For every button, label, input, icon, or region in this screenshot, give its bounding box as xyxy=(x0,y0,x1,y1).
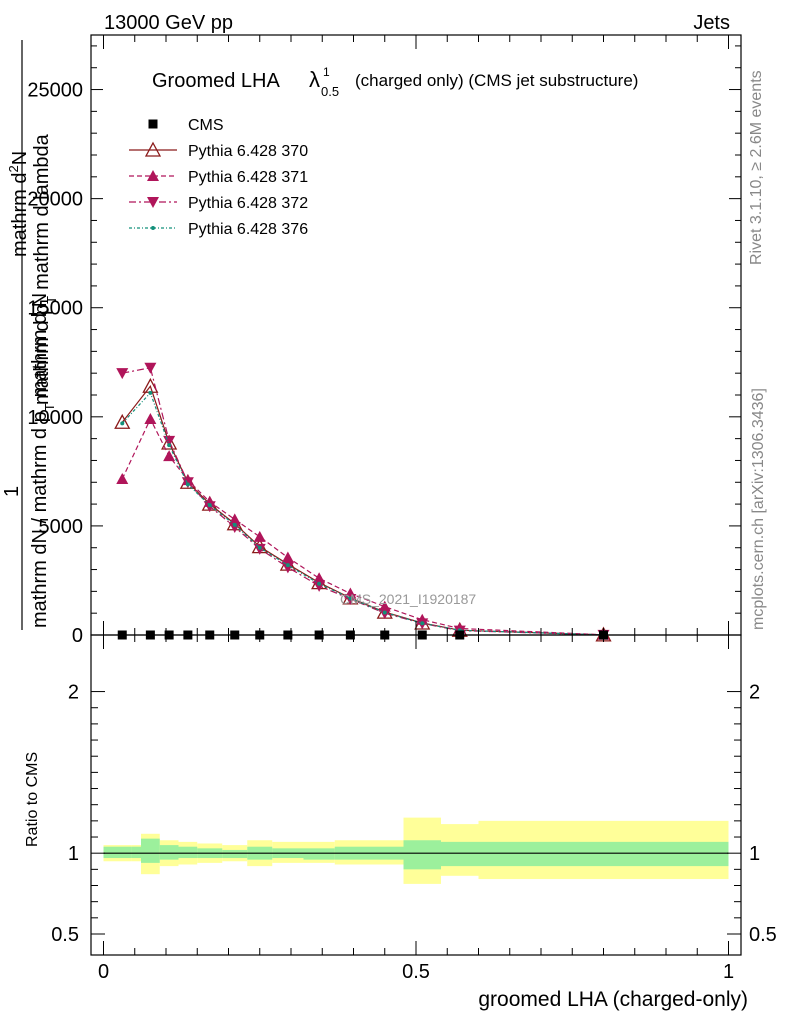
stat-band-bin xyxy=(178,846,198,859)
series-point-4 xyxy=(348,596,353,601)
series-point-4 xyxy=(257,545,262,550)
stat-band-bin xyxy=(303,848,335,860)
ratio-ytick-label: 1 xyxy=(68,843,79,865)
main-ytick-label: 0 xyxy=(72,625,83,647)
main-ytick-label: 20000 xyxy=(27,189,83,211)
ratio-ytick-label-right: 2 xyxy=(749,682,760,704)
axes-layer: 0 5000 10000 15000 20000 25000 0 0.5 1 0.5 0.5 1 1 2 2 xyxy=(27,34,777,983)
stat-band-bin xyxy=(159,845,179,860)
legend-label-3: Pythia 6.428 372 xyxy=(188,195,308,212)
series-point-4 xyxy=(148,390,153,395)
ratio-ytick-label-right: 1 xyxy=(749,843,760,865)
stat-band-bin xyxy=(403,840,441,870)
ratio-ylabel: Ratio to CMS xyxy=(24,752,41,847)
ratio-ytick-label: 2 xyxy=(68,682,79,704)
ratio-ytick-label-right: 0.5 xyxy=(749,924,777,946)
legend-marker-4 xyxy=(151,226,155,230)
rivet-version-label: Rivet 3.1.10, ≥ 2.6M events xyxy=(748,70,765,265)
stat-band-bin xyxy=(141,838,160,863)
title-lambda: λ xyxy=(309,67,320,92)
series-point-2 xyxy=(228,513,241,525)
title-sub: 0.5 xyxy=(321,84,339,99)
title-main: Groomed LHA xyxy=(152,70,280,92)
series-point-1 xyxy=(161,434,178,450)
ratio-xtick-label: 0 xyxy=(98,961,109,983)
series-point-3 xyxy=(313,580,326,592)
ratio-bands-layer xyxy=(103,817,729,884)
header-energy: 13000 GeV pp xyxy=(104,12,233,34)
ylabel-prefix-num: 1 xyxy=(1,486,23,497)
ratio-frame xyxy=(90,634,742,956)
series-point-4 xyxy=(317,581,322,586)
ylabel-prefix-den: mathrm dN / mathrm d pTmathrm d N xyxy=(29,293,57,628)
legend: CMS Pythia 6.428 370 Pythia 6.428 371 Pythi… xyxy=(129,117,308,238)
series-point-4 xyxy=(382,610,387,615)
series-point-3 xyxy=(116,368,129,380)
series-point-3 xyxy=(228,522,241,533)
plot-title: Groomed LHA λ 1 0.5 (charged only) (CMS … xyxy=(152,65,638,99)
series-point-4 xyxy=(120,421,125,426)
series-point-3 xyxy=(144,362,157,374)
series-point-4 xyxy=(285,563,290,568)
series-point-2 xyxy=(163,450,176,462)
legend-marker-1 xyxy=(144,141,162,157)
legend-marker-0 xyxy=(148,119,158,129)
stat-band-bin xyxy=(103,846,132,859)
legend-marker-3 xyxy=(147,197,159,208)
series-point-4 xyxy=(232,522,237,527)
header-jets: Jets xyxy=(693,12,730,34)
main-ytick-label: 15000 xyxy=(27,298,83,320)
series-point-4 xyxy=(420,621,425,626)
ratio-xtick-label: 1 xyxy=(723,961,734,983)
series-point-2 xyxy=(116,473,129,484)
ratio-ytick-label: 0.5 xyxy=(51,924,79,946)
mcplots-label: mcplots.cern.ch [arXiv:1306.3436] xyxy=(750,388,767,630)
main-ylabel: mathrm d2N mathrm d pTmathrm d lambda 1 … xyxy=(1,40,59,630)
series-point-4 xyxy=(207,503,212,508)
legend-label-1: Pythia 6.428 370 xyxy=(188,143,308,160)
main-ytick-label: 10000 xyxy=(27,407,83,429)
legend-marker-2 xyxy=(147,170,159,181)
series-point-3 xyxy=(281,562,294,574)
series-point-2 xyxy=(144,413,157,424)
title-sup: 1 xyxy=(323,65,330,79)
series-point-4 xyxy=(185,482,190,487)
title-rest: (charged only) (CMS jet substructure) xyxy=(355,71,638,90)
legend-label-4: Pythia 6.428 376 xyxy=(188,221,308,238)
stat-band-bin xyxy=(222,849,248,859)
ratio-xtick-label: 0.5 xyxy=(402,961,430,983)
ratio-xlabel: groomed LHA (charged-only) xyxy=(478,988,748,1011)
series-point-1 xyxy=(114,413,131,429)
stat-band-bin xyxy=(131,846,141,859)
main-ytick-label: 5000 xyxy=(39,516,84,538)
ylabel-top-num: mathrm d2N xyxy=(6,151,31,257)
series-point-2 xyxy=(253,530,266,542)
legend-label-2: Pythia 6.428 371 xyxy=(188,169,308,186)
analysis-watermark: CMS_2021_I1920187 xyxy=(340,591,476,607)
legend-label-0: CMS xyxy=(188,117,224,134)
series-point-2 xyxy=(313,572,326,584)
ylabel-top-den: mathrm d pTmathrm d lambda xyxy=(31,133,59,405)
stat-band-bin xyxy=(441,841,479,867)
main-ytick-label: 25000 xyxy=(27,80,83,102)
series-point-4 xyxy=(167,443,172,448)
series-point-2 xyxy=(281,551,294,563)
stat-band-bin xyxy=(478,841,729,867)
